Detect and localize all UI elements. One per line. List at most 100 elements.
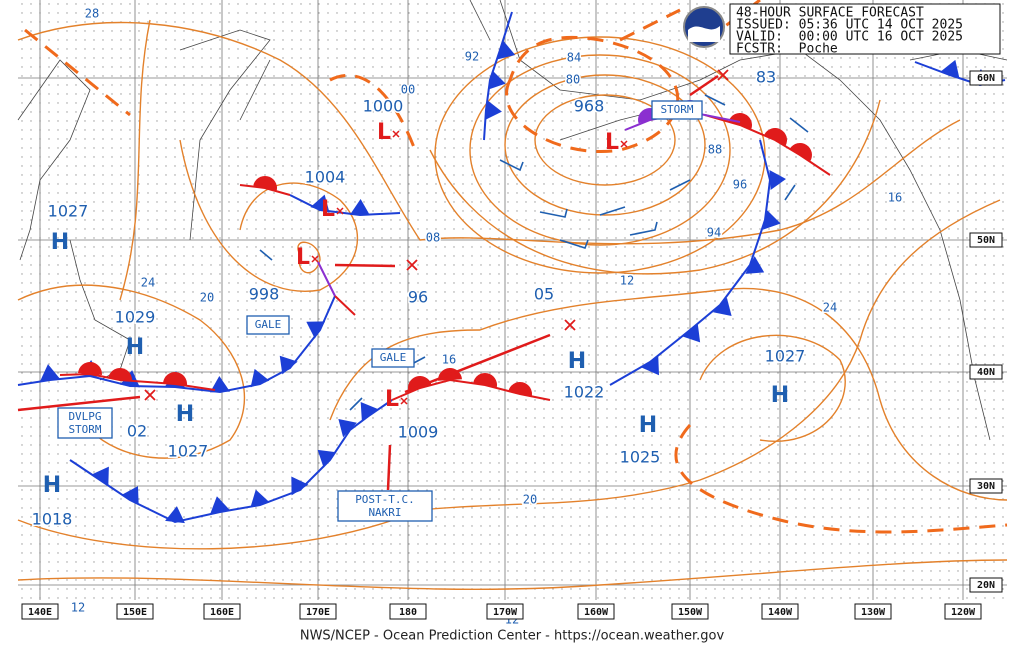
warning-label: GALE xyxy=(255,318,282,331)
header-line: ISSUED: 05:36 UTC 14 OCT 2025 xyxy=(736,18,963,33)
lat-label: 30N xyxy=(977,481,995,492)
pressure-value: 1000 xyxy=(363,97,404,116)
pressure-value: 05 xyxy=(534,285,554,304)
lat-label-box xyxy=(969,232,1003,248)
low-symbol: L xyxy=(321,197,335,222)
lon-label-box xyxy=(299,603,337,620)
axis-labels: 140E 150E 160E 170E 180 170W 160W 150W 140W 130W 1… xyxy=(21,70,1003,620)
lon-label-box xyxy=(761,603,799,620)
isobar-label: 24 xyxy=(823,301,837,315)
map-area xyxy=(18,0,1007,600)
tracks xyxy=(17,69,729,491)
lat-label: 50N xyxy=(977,235,995,246)
lon-label: 160E xyxy=(210,607,234,618)
lon-label: 180 xyxy=(399,607,417,618)
pressure-value: 998 xyxy=(249,285,280,304)
isobar-label: 24 xyxy=(141,276,155,290)
lon-label-box xyxy=(486,603,524,620)
warning-label: STORM xyxy=(68,423,101,436)
isobar-label: 84 xyxy=(567,51,581,65)
pressure-value: 1009 xyxy=(398,423,439,442)
high-symbol: H xyxy=(568,349,586,374)
lon-label: 130W xyxy=(861,607,886,618)
low-mark xyxy=(392,130,400,138)
warning-label: GALE xyxy=(380,351,407,364)
isobar-label: 00 xyxy=(401,83,415,97)
lat-label-box xyxy=(969,70,1003,86)
lon-label-box xyxy=(389,603,427,620)
high-symbol: H xyxy=(126,335,144,360)
low-mark xyxy=(336,207,344,215)
warning-label: STORM xyxy=(660,103,693,116)
lon-label: 160W xyxy=(584,607,609,618)
header-line: VALID: 00:00 UTC 16 OCT 2025 xyxy=(736,30,963,45)
pressure-value: 1018 xyxy=(32,510,73,529)
lon-label-box xyxy=(671,603,709,620)
low-mark xyxy=(400,397,408,405)
pressure-value: 1027 xyxy=(765,347,806,366)
isobar-label: 96 xyxy=(733,178,747,192)
header-line: 48-HOUR SURFACE FORECAST xyxy=(736,6,924,21)
isobar-label: 20 xyxy=(200,291,214,305)
pressure-value: 968 xyxy=(574,97,605,116)
lat-label: 40N xyxy=(977,367,995,378)
isobar-label: 12 xyxy=(620,274,634,288)
fronts xyxy=(17,11,1006,524)
pressure-value: 96 xyxy=(408,288,428,307)
lon-label-box xyxy=(577,603,615,620)
lon-label-box xyxy=(854,603,892,620)
pressure-systems: 1027 H 1029 H H 1027 02 H 1018 1000 L 10… xyxy=(30,66,807,530)
lon-label-box xyxy=(116,603,154,620)
isobar-label: 08 xyxy=(426,231,440,245)
header-line: FCSTR: Poche xyxy=(736,42,838,57)
lat-label: 60N xyxy=(977,73,995,84)
low-mark xyxy=(620,140,628,148)
isobar-label: 16 xyxy=(442,353,456,367)
header: 48-HOUR SURFACE FORECAST ISSUED: 05:36 U… xyxy=(683,3,1001,57)
low-symbol: L xyxy=(377,120,391,145)
high-symbol: H xyxy=(176,402,194,427)
isobar-label: 20 xyxy=(523,493,537,507)
low-mark xyxy=(311,255,319,263)
lon-label-box xyxy=(944,603,982,620)
pressure-value: 1027 xyxy=(48,202,89,221)
isobar-label: 28 xyxy=(85,7,99,21)
high-symbol: H xyxy=(51,230,69,255)
lat-label-box xyxy=(969,478,1003,494)
pressure-value: 1022 xyxy=(564,383,605,402)
warning-label: POST-T.C. xyxy=(355,493,415,506)
isobar-label: 12 xyxy=(71,601,85,615)
lon-label: 150E xyxy=(123,607,147,618)
pressure-value: 1029 xyxy=(115,308,156,327)
lon-label-box xyxy=(203,603,241,620)
low-symbol: L xyxy=(296,245,310,270)
isobar-label: 92 xyxy=(465,50,479,64)
lon-label: 140W xyxy=(768,607,793,618)
pressure-value: 83 xyxy=(756,68,776,87)
low-symbol: L xyxy=(605,130,619,155)
lon-label: 170E xyxy=(306,607,330,618)
high-symbol: H xyxy=(43,473,61,498)
isobar-label: 80 xyxy=(566,73,580,87)
low-symbol: L xyxy=(385,387,399,412)
lat-label-box xyxy=(969,577,1003,593)
high-symbol: H xyxy=(639,413,657,438)
lat-label: 20N xyxy=(977,580,995,591)
warning-label: NAKRI xyxy=(368,506,401,519)
high-symbol: H xyxy=(771,383,789,408)
warning-label: DVLPG xyxy=(68,410,101,423)
isobar-label: 94 xyxy=(707,226,721,240)
lon-label: 120W xyxy=(951,607,976,618)
pressure-value: 1027 xyxy=(168,442,209,461)
lat-label-box xyxy=(969,364,1003,380)
lon-label: 150W xyxy=(678,607,703,618)
pressure-value: 02 xyxy=(127,422,147,441)
wind-barbs xyxy=(259,94,809,411)
pressure-value: 1025 xyxy=(620,448,661,467)
footer: NWS/NCEP - Ocean Prediction Center - htt… xyxy=(300,629,725,644)
pressure-value: 1004 xyxy=(305,168,346,187)
lon-label: 170W xyxy=(493,607,518,618)
lon-label: 140E xyxy=(28,607,52,618)
